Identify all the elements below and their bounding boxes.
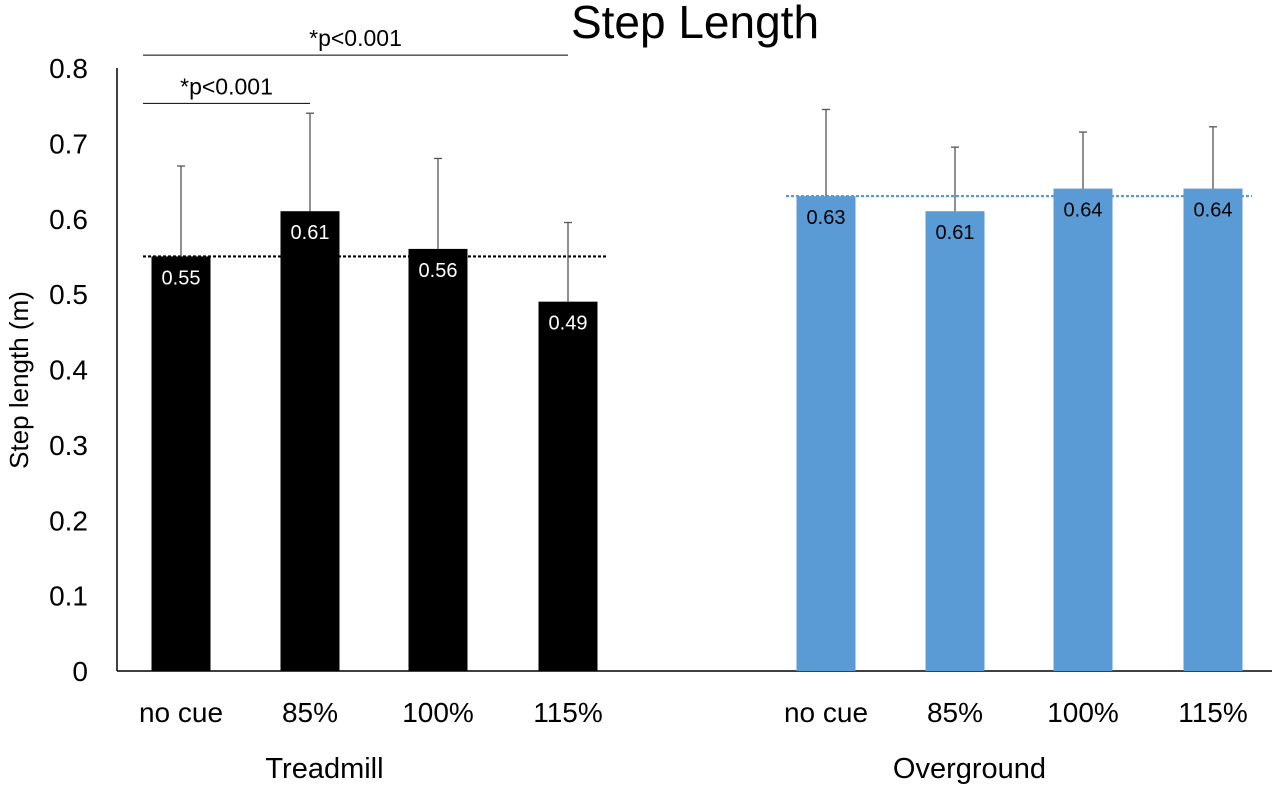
y-axis-label: Step length (m) — [4, 291, 34, 469]
bar — [408, 248, 468, 671]
data-label: 0.64 — [1194, 200, 1233, 222]
bar — [280, 211, 340, 671]
bar — [151, 256, 211, 671]
category-label: 85% — [282, 697, 338, 728]
group-label: Overground — [893, 753, 1046, 785]
category-label: 115% — [1178, 697, 1248, 728]
data-label: 0.55 — [162, 267, 201, 289]
bar — [925, 211, 985, 671]
y-tick-label: 0.8 — [49, 53, 88, 84]
significance-label: *p<0.001 — [180, 73, 273, 99]
y-tick-label: 0.4 — [49, 355, 88, 386]
data-label: 0.49 — [549, 313, 588, 335]
group-label: Treadmill — [265, 753, 383, 785]
y-tick-label: 0.2 — [49, 505, 88, 536]
category-label: no cue — [139, 697, 223, 728]
error-bars — [177, 108, 1217, 302]
y-tick-label: 0.3 — [49, 430, 88, 461]
group-labels: Treadmill Overground — [265, 753, 1046, 785]
data-label: 0.56 — [419, 260, 458, 282]
category-label: 100% — [402, 697, 474, 728]
y-tick-label: 0.7 — [49, 128, 88, 159]
bar — [1183, 188, 1243, 671]
significance-label: *p<0.001 — [309, 25, 402, 51]
data-label: 0.61 — [936, 222, 975, 244]
category-label: 100% — [1047, 697, 1119, 728]
category-label: 115% — [533, 697, 603, 728]
mean-lines — [143, 195, 1252, 258]
y-tick-label: 0.6 — [49, 204, 88, 235]
bar — [796, 196, 856, 671]
bar — [1053, 188, 1113, 671]
y-tick-label: 0.5 — [49, 279, 88, 310]
category-label: 85% — [927, 697, 983, 728]
bars — [151, 188, 1243, 671]
data-label: 0.63 — [807, 207, 846, 229]
y-tick-label: 0 — [72, 656, 88, 687]
bar — [538, 301, 598, 671]
category-label: no cue — [784, 697, 868, 728]
chart-title: Step Length — [571, 0, 819, 48]
data-label: 0.61 — [291, 222, 330, 244]
y-tick-label: 0.1 — [49, 581, 88, 612]
category-labels: no cue 85% 100% 115% no cue 85% 100% 115% — [139, 697, 1248, 728]
significance-annotations: *p<0.001 *p<0.001 — [143, 25, 568, 104]
data-labels: 0.55 0.61 0.56 0.49 0.63 0.61 0.64 0.64 — [162, 200, 1233, 335]
data-label: 0.64 — [1064, 200, 1103, 222]
y-tick-labels: 0 0.1 0.2 0.3 0.4 0.5 0.6 0.7 0.8 — [49, 53, 88, 687]
